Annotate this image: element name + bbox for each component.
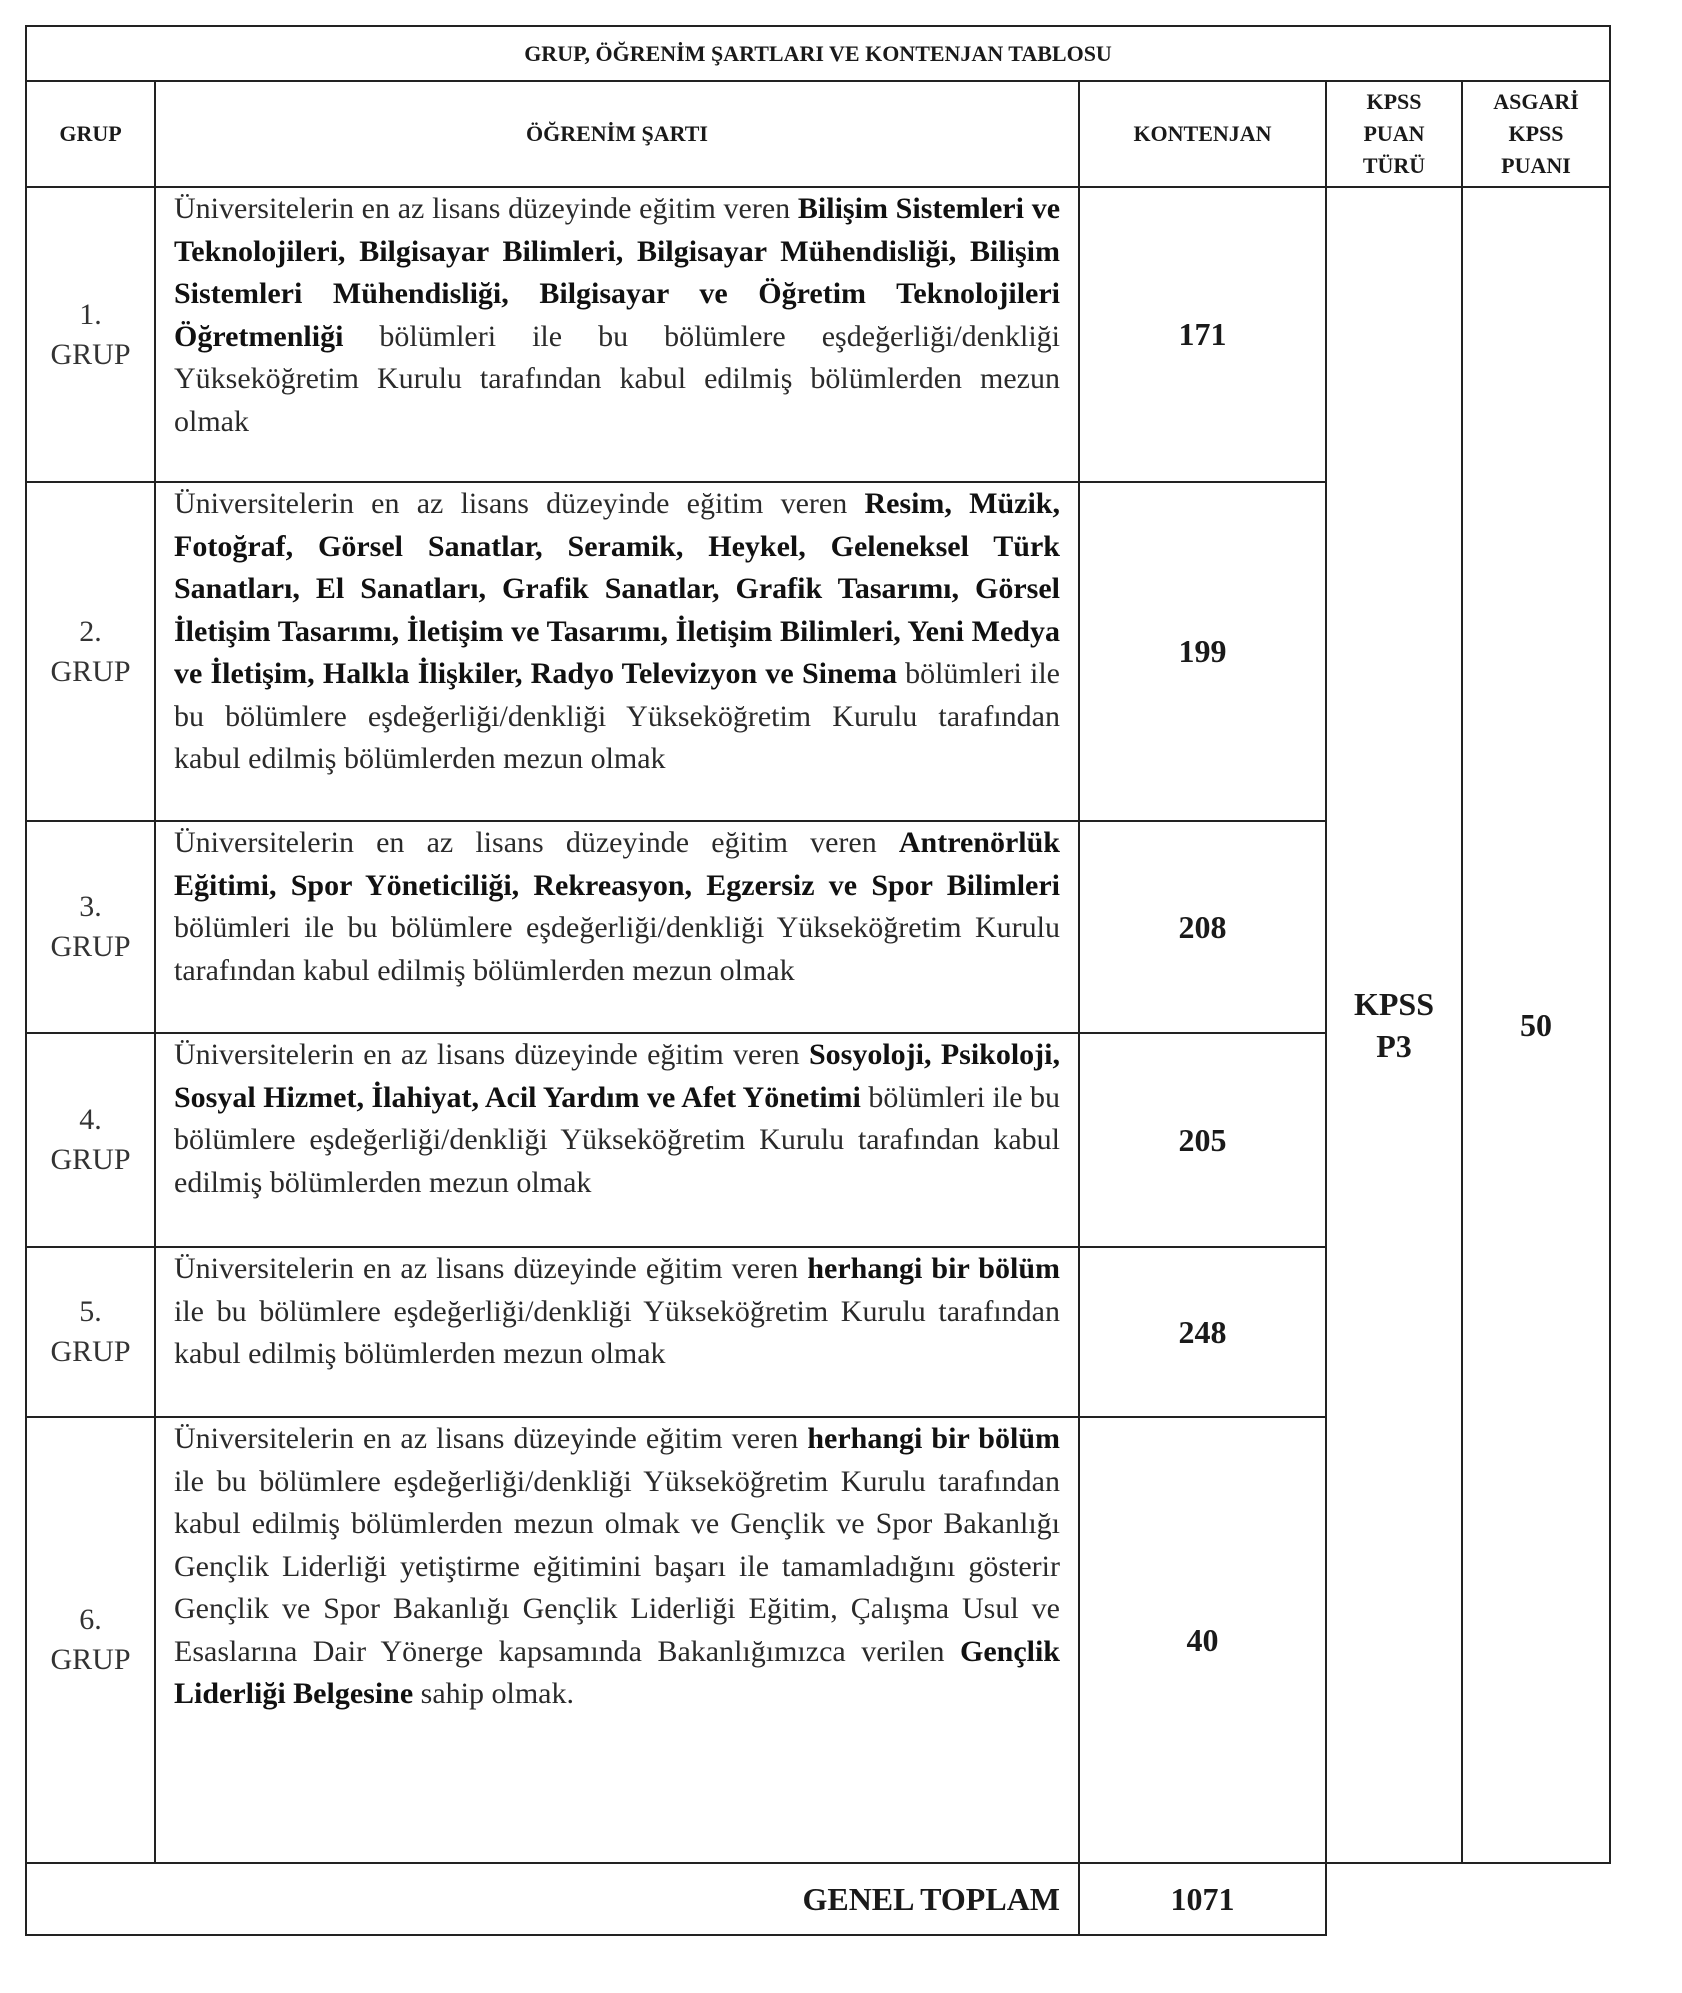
text: Üniversitelerin en az lisans düzeyinde e… — [174, 192, 798, 225]
group-number: 2. — [79, 614, 102, 648]
score-type-cell: KPSS P3 — [1325, 186, 1463, 1864]
quota-cell: 208 — [1078, 820, 1327, 1034]
quota-cell: 171 — [1078, 186, 1327, 483]
total-value: 1071 — [1078, 1862, 1327, 1936]
bold-text: Resim, Müzik, Fotoğraf, Görsel Sanatlar,… — [174, 487, 1060, 690]
bold-text: Sosyoloji, Psikoloji, Sosyal Hizmet, İla… — [174, 1038, 1060, 1114]
text: bölümleri ile bu bölümlere eşdeğerliği/d… — [174, 1080, 1061, 1199]
header-text: KPSS — [1366, 89, 1422, 114]
header-ogrenim: ÖĞRENİM ŞARTI — [154, 80, 1080, 188]
requirement-cell: Üniversitelerin en az lisans düzeyinde e… — [154, 1416, 1080, 1864]
text: ile bu bölümlere eşdeğerliği/denkliği Yü… — [174, 1294, 1060, 1371]
text: ile bu bölümlere eşdeğerliği/denkliği Yü… — [174, 1464, 1060, 1668]
text: sahip olmak. — [413, 1677, 574, 1710]
text: bölümleri ile bu bölümlere eşdeğerliği/d… — [174, 657, 1060, 775]
group-label: GRUP — [50, 930, 131, 963]
group-number: 5. — [79, 1295, 102, 1328]
group-number: 6. — [79, 1603, 102, 1636]
table-row: 1. GRUP Üniversitelerin en az lisans düze… — [25, 186, 1612, 1864]
header-text: PUANI — [1501, 153, 1571, 178]
table-row: 3. GRUP Üniversitelerin en az lisans düze… — [25, 820, 1610, 1034]
header-kontenjan: KONTENJAN — [1078, 80, 1327, 188]
group-label: GRUP — [50, 1643, 131, 1676]
text: Üniversitelerin en az lisans düzeyinde e… — [174, 1252, 808, 1285]
header-text: ASGARİ — [1493, 89, 1579, 114]
header-grup: GRUP — [25, 80, 156, 188]
quota-cell: 205 — [1078, 1032, 1327, 1248]
header-puan-turu: KPSS PUAN TÜRÜ — [1325, 80, 1463, 188]
requirement-cell: Üniversitelerin en az lisans düzeyinde e… — [154, 481, 1080, 822]
requirement-cell: Üniversitelerin en az lisans düzeyinde e… — [154, 820, 1080, 1034]
table-row: 4. GRUP Üniversitelerin en az lisans düze… — [25, 1032, 1610, 1248]
header-asgari: ASGARİ KPSS PUANI — [1460, 80, 1612, 188]
text: Üniversitelerin en az lisans düzeyinde e… — [174, 487, 865, 520]
min-score-cell: 50 — [1460, 186, 1612, 1864]
text: bölümleri ile bu bölümlere eşdeğerliği/d… — [174, 911, 1060, 987]
header-text: TÜRÜ — [1362, 153, 1426, 178]
kontenjan-table: GRUP, ÖĞRENİM ŞARTLARI VE KONTENJAN TABL… — [24, 25, 1612, 1936]
group-label: GRUP — [50, 654, 131, 688]
table-row: 2. GRUP Üniversitelerin en az lisans düze… — [25, 481, 1610, 822]
group-cell: 1. GRUP — [25, 186, 156, 483]
text: Üniversitelerin en az lisans düzeyinde e… — [174, 826, 899, 859]
group-cell: 6. GRUP — [25, 1416, 156, 1864]
table-title: GRUP, ÖĞRENİM ŞARTLARI VE KONTENJAN TABL… — [24, 25, 1612, 82]
group-cell: 4. GRUP — [25, 1032, 156, 1248]
bold-text: Antrenörlük Eğitimi, Spor Yöneticiliği, … — [174, 826, 1060, 902]
text: bölümleri ile bu bölümlere eşdeğerliği/d… — [174, 319, 1060, 438]
group-number: 3. — [79, 890, 102, 923]
total-row: GENEL TOPLAM 1071 — [25, 1862, 1610, 1936]
text: Üniversitelerin en az lisans düzeyinde e… — [174, 1038, 809, 1071]
group-label: GRUP — [50, 337, 131, 371]
score-type: KPSS — [1353, 986, 1435, 1022]
group-label: GRUP — [50, 1143, 131, 1176]
group-cell: 3. GRUP — [25, 820, 156, 1034]
group-cell: 5. GRUP — [25, 1246, 156, 1418]
bold-text: herhangi bir bölüm — [807, 1252, 1060, 1285]
score-type: P3 — [1376, 1028, 1412, 1064]
requirement-cell: Üniversitelerin en az lisans düzeyinde e… — [154, 1032, 1080, 1248]
quota-cell: 248 — [1078, 1246, 1327, 1418]
group-number: 1. — [79, 297, 102, 331]
quota-cell: 199 — [1078, 481, 1327, 822]
bold-text: Gençlik Liderliği Belgesine — [174, 1634, 1060, 1711]
text: Üniversitelerin en az lisans düzeyinde e… — [174, 1422, 808, 1455]
bold-text: Bilişim Sistemleri ve Teknolojileri, Bil… — [174, 192, 1061, 353]
group-number: 4. — [79, 1103, 102, 1136]
table-row: 5. GRUP Üniversitelerin en az lisans düze… — [25, 1246, 1610, 1418]
header-row: GRUP ÖĞRENİM ŞARTI KONTENJAN KPSS PUAN TÜR… — [25, 80, 1612, 188]
quota-cell: 40 — [1078, 1416, 1327, 1864]
group-cell: 2. GRUP — [25, 481, 156, 822]
requirement-cell: Üniversitelerin en az lisans düzeyinde e… — [154, 1246, 1080, 1418]
bold-text: herhangi bir bölüm — [807, 1422, 1060, 1455]
header-text: PUAN — [1363, 121, 1425, 146]
requirement-cell: Üniversitelerin en az lisans düzeyinde e… — [154, 186, 1080, 483]
group-label: GRUP — [50, 1335, 131, 1368]
table-row: 6. GRUP Üniversitelerin en az lisans düze… — [25, 1416, 1610, 1864]
header-text: KPSS — [1508, 121, 1564, 146]
total-label: GENEL TOPLAM — [25, 1862, 1080, 1936]
